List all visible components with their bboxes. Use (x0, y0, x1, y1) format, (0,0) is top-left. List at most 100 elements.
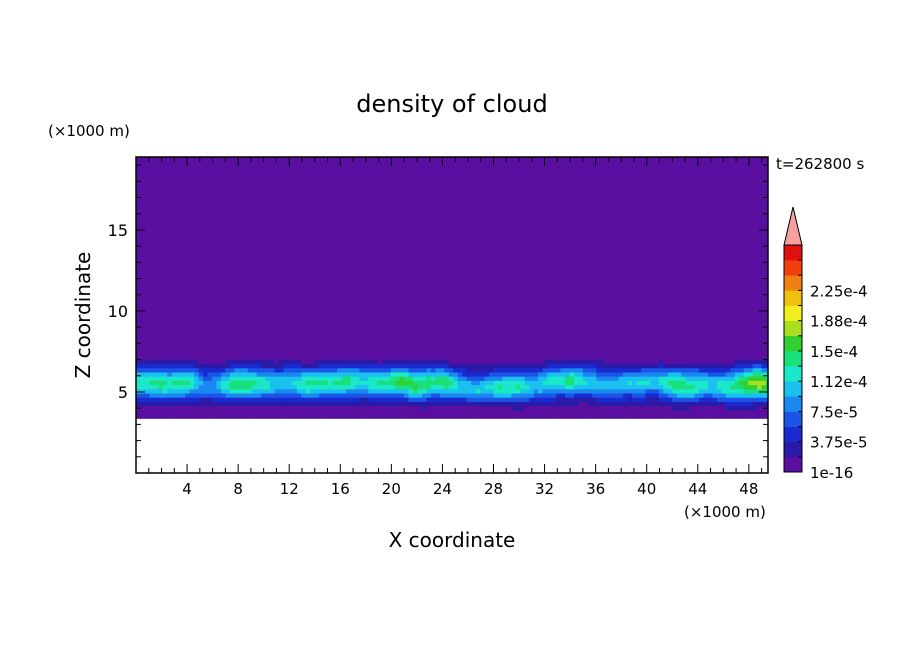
density-cell (189, 266, 195, 272)
density-cell (399, 350, 405, 356)
density-cell (247, 291, 253, 297)
density-cell (408, 270, 414, 276)
density-cell (211, 300, 218, 306)
density-cell (390, 317, 396, 322)
density-cell (484, 262, 490, 268)
density-cell (475, 304, 481, 310)
density-cell (319, 190, 325, 196)
density-cell (225, 296, 231, 301)
density-cell (337, 161, 343, 167)
density-cell (332, 215, 338, 221)
density-cell (247, 224, 253, 230)
density-cell (153, 186, 159, 192)
density-cell (189, 291, 195, 297)
density-cell (216, 169, 222, 175)
density-cell (346, 291, 352, 297)
density-cell (377, 333, 383, 339)
density-cell (220, 371, 226, 377)
density-cell (287, 333, 294, 339)
density-cell (493, 367, 499, 373)
density-cell (256, 321, 262, 327)
density-cell (493, 308, 499, 314)
density-cell (243, 376, 249, 381)
density-cell (381, 203, 387, 209)
density-cell (489, 392, 495, 398)
density-cell (171, 296, 177, 301)
density-cell (377, 346, 383, 352)
density-cell (220, 245, 226, 251)
density-cell (225, 409, 231, 415)
density-cell (296, 215, 302, 221)
density-cell (136, 215, 142, 221)
density-cell (422, 321, 428, 327)
density-cell (417, 232, 423, 238)
density-cell (189, 363, 195, 369)
density-cell (211, 304, 218, 310)
density-cell (265, 380, 271, 386)
density-cell (162, 371, 168, 377)
density-cell (359, 253, 365, 259)
density-cell (354, 363, 361, 369)
density-cell (381, 371, 387, 377)
density-cell (158, 215, 164, 221)
density-cell (341, 392, 347, 398)
density-cell (462, 321, 468, 327)
density-cell (475, 203, 481, 209)
density-cell (381, 325, 387, 331)
density-cell (189, 329, 195, 335)
density-cell (466, 262, 472, 268)
density-cell (180, 405, 186, 411)
density-cell (171, 291, 177, 297)
density-cell (270, 194, 276, 200)
density-cell (296, 346, 302, 352)
density-cell (368, 249, 374, 255)
density-cell (323, 371, 329, 377)
density-cell (279, 245, 285, 251)
density-cell (466, 182, 472, 188)
density-cell (448, 287, 454, 293)
density-cell (198, 249, 204, 255)
density-cell (301, 241, 307, 247)
density-cell (368, 287, 374, 293)
density-cell (408, 241, 414, 247)
density-cell (265, 165, 271, 171)
density-cell (422, 300, 428, 306)
density-cell (368, 355, 374, 360)
density-cell (354, 321, 361, 327)
density-cell (292, 367, 298, 373)
density-cell (171, 329, 177, 335)
density-cell (211, 178, 218, 183)
density-cell (466, 228, 472, 234)
density-cell (153, 333, 159, 339)
density-cell (144, 241, 151, 247)
density-cell (194, 388, 200, 394)
density-cell (332, 274, 338, 280)
density-cell (381, 363, 387, 369)
density-cell (287, 249, 294, 255)
density-cell (386, 363, 392, 369)
density-cell (296, 296, 302, 301)
density-cell (287, 245, 294, 251)
density-cell (185, 355, 191, 360)
density-cell (377, 325, 383, 331)
density-cell (462, 317, 468, 322)
density-cell (225, 350, 231, 356)
density-cell (408, 397, 414, 402)
density-cell (203, 355, 209, 360)
density-cell (395, 157, 401, 162)
density-cell (225, 367, 231, 373)
density-cell (462, 190, 468, 196)
density-cell (194, 274, 200, 280)
density-cell (229, 186, 235, 192)
density-cell (399, 355, 405, 360)
density-cell (448, 325, 454, 331)
density-cell (377, 173, 383, 179)
density-cell (243, 317, 249, 322)
density-cell (350, 409, 356, 415)
density-cell (176, 397, 182, 402)
density-cell (185, 409, 191, 415)
density-cell (457, 186, 463, 192)
density-cell (167, 325, 173, 331)
density-cell (350, 190, 356, 196)
density-cell (149, 350, 155, 356)
